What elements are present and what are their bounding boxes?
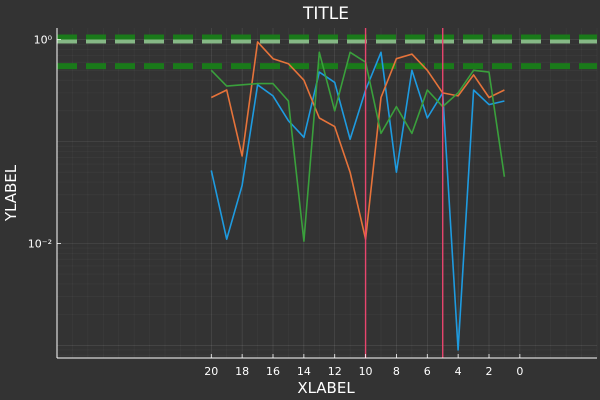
x-tick-label: 6 [424,365,431,378]
x-tick-label: 20 [204,365,218,378]
x-tick-label: 18 [235,365,249,378]
x-axis-label: XLABEL [297,379,355,397]
y-tick-label: 10⁰ [34,34,53,47]
x-tick-label: 2 [486,365,493,378]
axes [56,28,597,359]
vertical-reference-lines [364,28,444,358]
data-series [210,41,506,351]
x-tick-label: 10 [359,365,373,378]
horizontal-reference-lines [57,34,597,70]
y-tick-label: 10⁻² [28,237,52,250]
series-line-3 [210,51,506,242]
x-tick-label: 16 [266,365,280,378]
x-tick-label: 0 [516,365,523,378]
series-line-1 [210,51,505,351]
chart-title: TITLE [302,4,349,24]
x-tick-label: 12 [328,365,342,378]
x-tick-label: 4 [455,365,462,378]
y-axis-label: YLABEL [2,164,20,222]
x-tick-label: 8 [393,365,400,378]
x-tick-label: 14 [297,365,311,378]
